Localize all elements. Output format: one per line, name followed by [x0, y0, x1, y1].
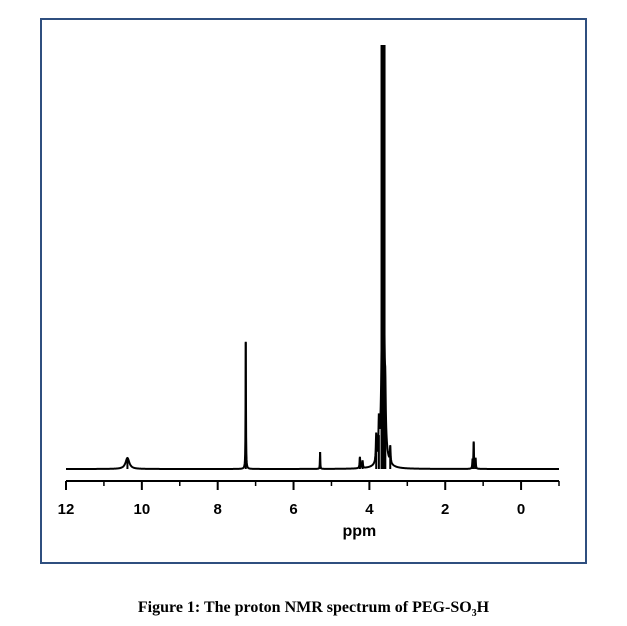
- x-tick-label: 12: [58, 501, 75, 518]
- x-tick-label: 8: [214, 501, 222, 518]
- caption-prefix: Figure 1: The proton NMR spectrum of PEG…: [137, 599, 472, 616]
- nmr-chart: 12 10 8 6 4 2 0 ppm: [58, 45, 560, 540]
- figure-caption: Figure 1: The proton NMR spectrum of PEG…: [0, 599, 627, 619]
- x-axis-label: ppm: [342, 523, 376, 540]
- caption-subscript: 3: [471, 608, 477, 620]
- x-axis: 12 10 8 6 4 2 0: [58, 480, 560, 518]
- x-tick-label: 6: [289, 501, 297, 518]
- plot-area: [66, 45, 559, 470]
- spectrum-line: [66, 45, 559, 470]
- caption-suffix: H: [476, 599, 490, 616]
- x-tick-label: 10: [134, 501, 151, 518]
- figure-frame: [40, 18, 587, 564]
- x-tick-label: 0: [517, 501, 525, 518]
- x-tick-label: 2: [441, 501, 449, 518]
- x-tick-label: 4: [365, 501, 374, 518]
